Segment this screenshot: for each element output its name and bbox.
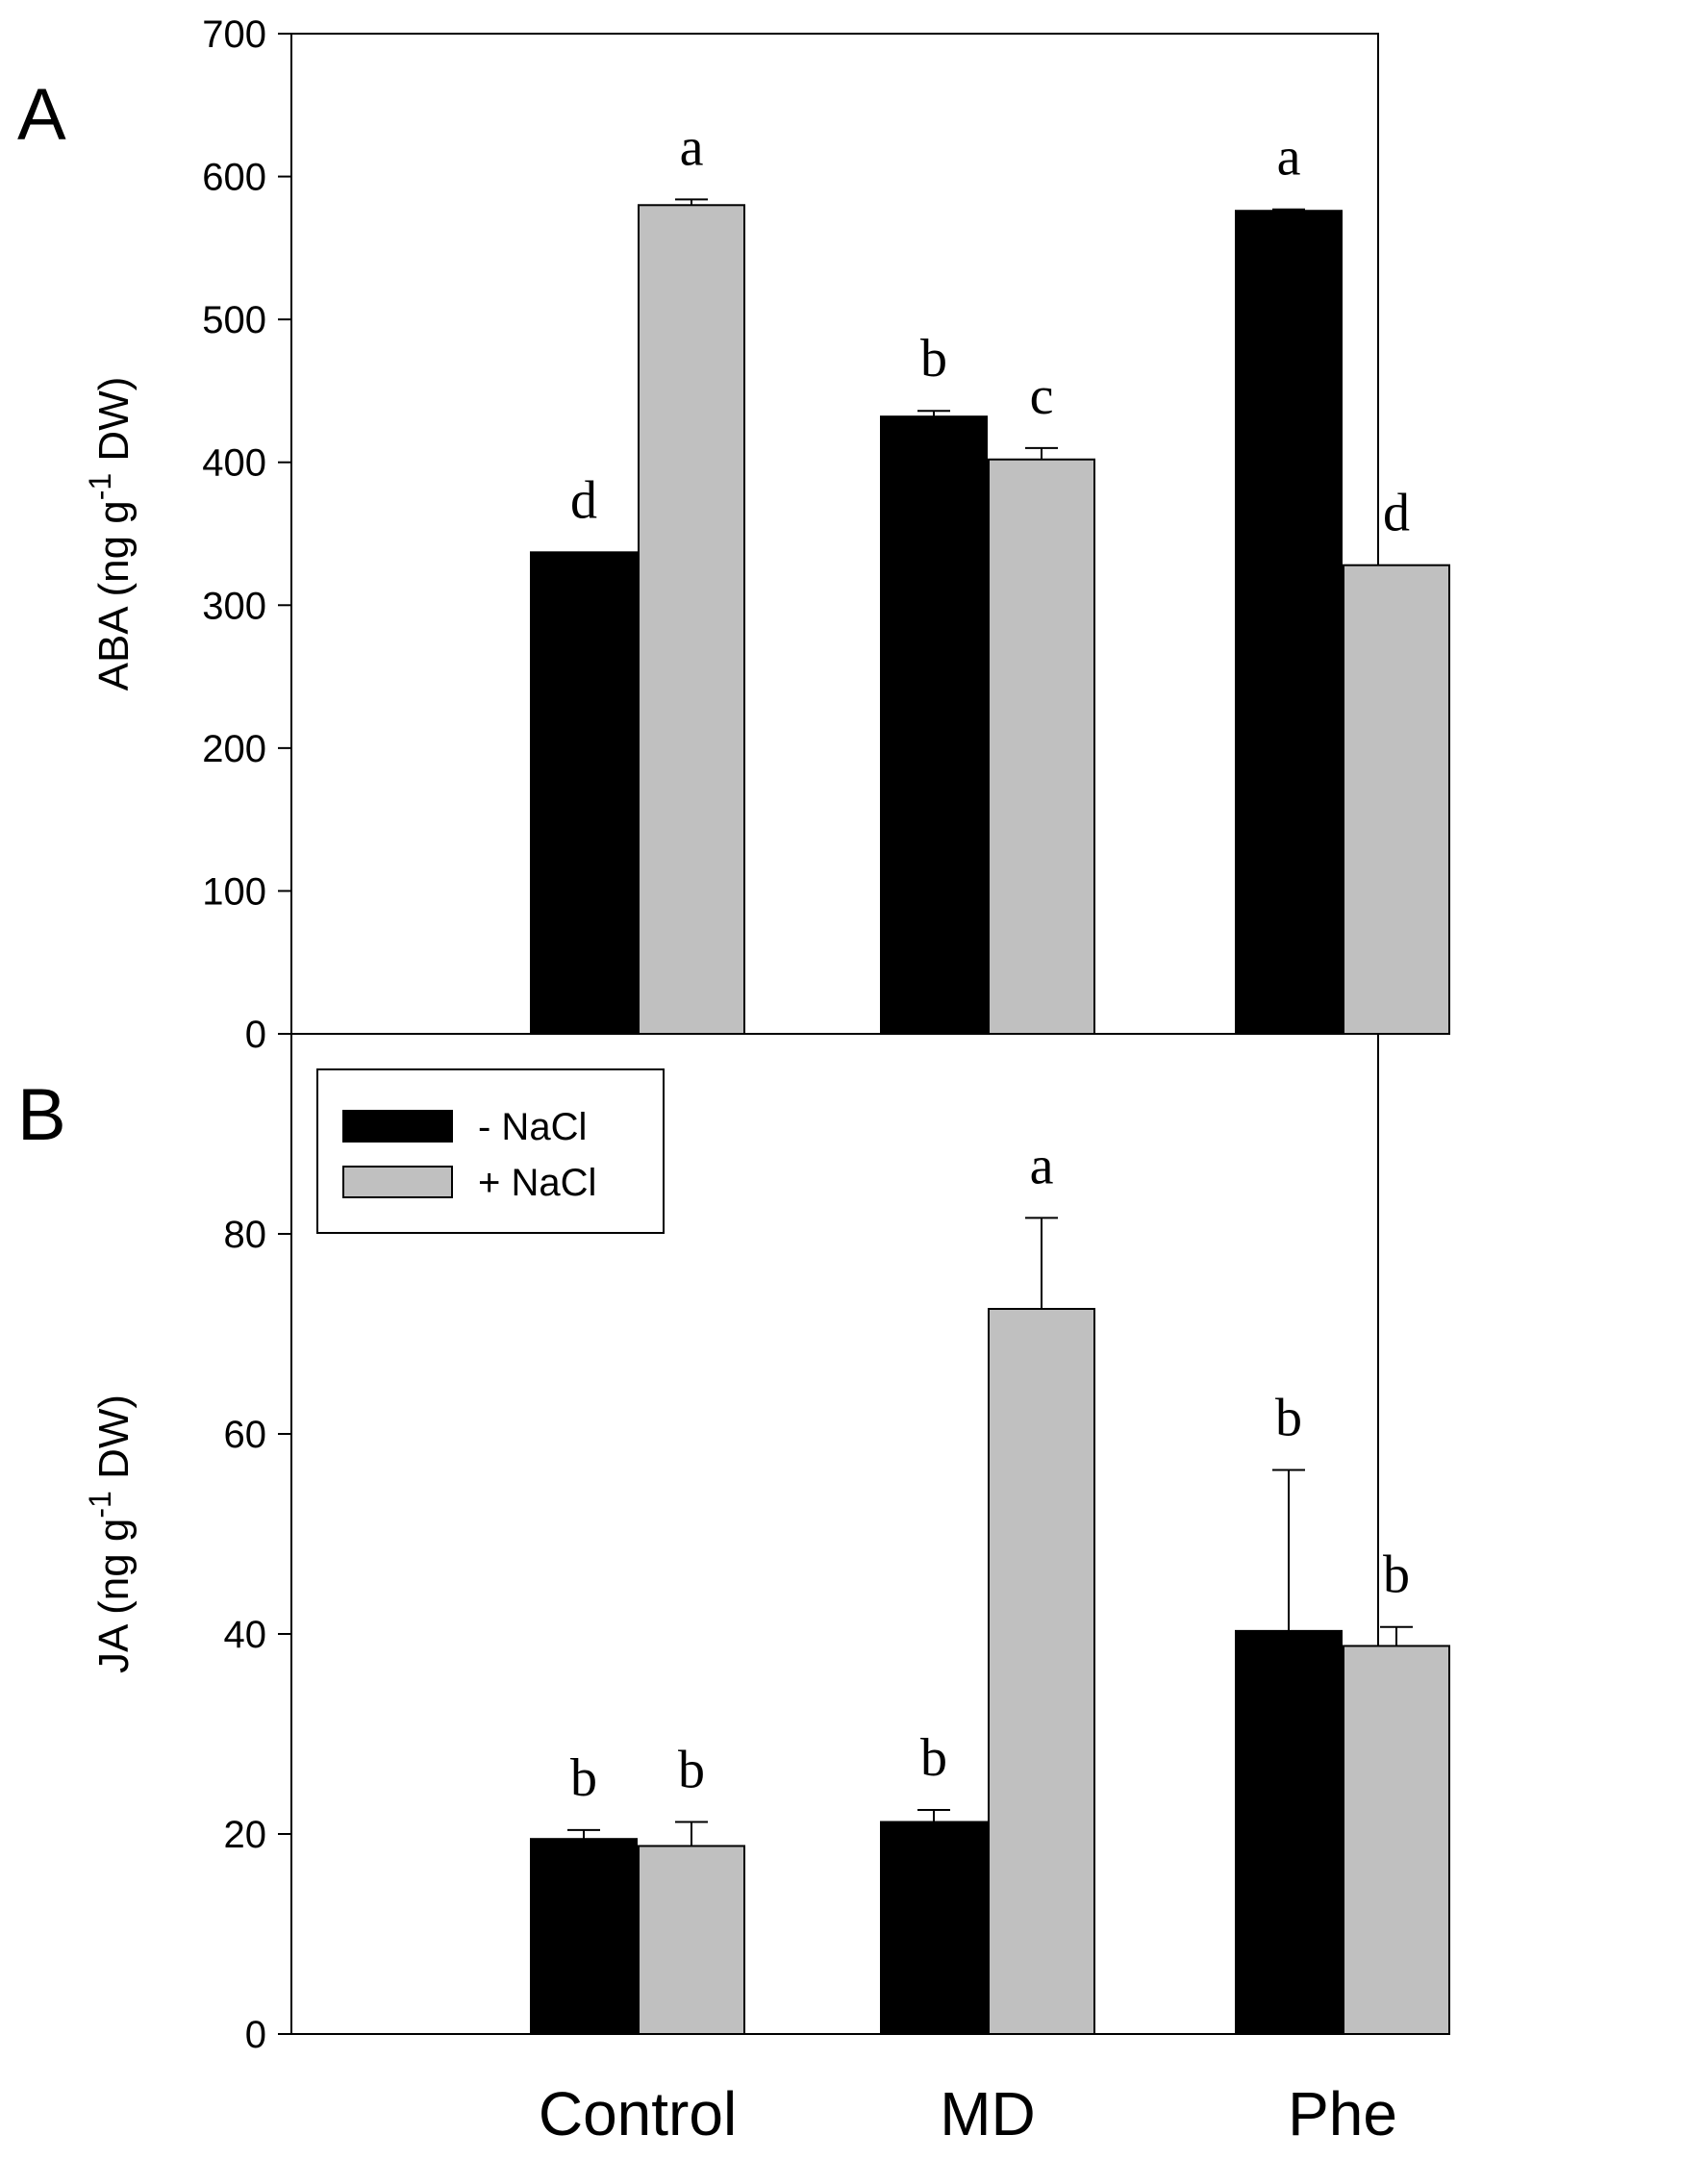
panel-a-significance-letter: d (570, 470, 597, 530)
panel-b-significance-letter: a (1030, 1136, 1054, 1195)
panel-b: 0 20 40 60 80 JA (ng g-1 DW) Bb b b b a b - NaCl + Na… (17, 1033, 1450, 2056)
panel-b-y-axis-label: JA (ng g-1 DW) (83, 1394, 138, 1673)
panel-a-y-axis-label-superscript: -1 (83, 473, 117, 500)
panel-b-significance-letter: b (1275, 1388, 1302, 1447)
panel-b-significance-letter: b (678, 1741, 705, 1800)
panel-a-y-tick-label: 300 (202, 585, 266, 627)
panel-b-bar-control-nacl (638, 1845, 745, 2035)
panel-b-bar-md-no-nacl (880, 1821, 988, 2036)
panel-b-y-tick-label: 80 (224, 1214, 267, 1256)
panel-a-significance-letter: b (920, 329, 947, 389)
panel-b-y-tick-label: 60 (224, 1414, 267, 1456)
panel-a-bar-control-nacl (638, 204, 745, 1036)
panel-b-plot-frame (290, 1033, 1379, 2035)
panel-a-y-tick-label: 100 (202, 870, 266, 913)
panel-a-bar-md-nacl (988, 458, 1095, 1035)
panel-a-y-tick-label: 0 (245, 1014, 266, 1056)
panel-b-y-tick-label: 0 (245, 2014, 266, 2056)
x-tick-label: Control (539, 2079, 737, 2148)
x-axis-category-labels: Control MD Phe (539, 2079, 1397, 2148)
panel-a-y-tick-label: 700 (202, 13, 266, 56)
panel-a-y-tick-label: 600 (202, 157, 266, 199)
panel-a-bar-phe-no-nacl (1235, 210, 1343, 1035)
panel-a-y-axis-label-main: ABA (ng g (90, 500, 138, 691)
panel-b-y-axis-label-superscript: -1 (83, 1491, 117, 1518)
panel-b-y-axis-label-unit: DW) (90, 1394, 138, 1491)
panel-b-bar-md-nacl (988, 1308, 1095, 2035)
panel-b-y-tick-label: 20 (224, 1814, 267, 1856)
panel-b-significance-letter: b (570, 1748, 597, 1808)
panel-a-label: A (17, 74, 66, 156)
panel-b-y-tick-label: 40 (224, 1614, 267, 1656)
panel-b-significance-letter: b (920, 1728, 947, 1788)
panel-a-y-tick-label: 500 (202, 299, 266, 341)
panel-a-y-axis-label-unit: DW) (90, 377, 138, 473)
panel-a-bar-control-no-nacl (530, 551, 638, 1035)
x-tick-label: Phe (1288, 2079, 1397, 2148)
panel-a: 0 100 200 300 400 500 600 700 ABA (ng g-1 DW) Ad b… (17, 13, 1450, 1056)
panel-a-y-tick-label: 400 (202, 442, 266, 485)
legend-entry-label: + NaCl (478, 1162, 596, 1204)
x-tick-label: MD (940, 2079, 1036, 2148)
legend-swatch (342, 1110, 453, 1143)
panel-b-y-axis-label-main: JA (ng g (90, 1519, 138, 1673)
legend-entry-label: - NaCl (478, 1106, 587, 1148)
panel-b-legend: - NaCl + NaCl (316, 1068, 665, 1234)
legend-box (316, 1068, 665, 1234)
panel-b-bar-control-no-nacl (530, 1838, 638, 2035)
panel-a-significance-letter: a (680, 117, 704, 177)
panel-a-significance-letter: d (1383, 484, 1410, 543)
panel-a-significance-letter: a (1277, 128, 1301, 188)
panel-a-y-axis-label: ABA (ng g-1 DW) (83, 377, 138, 691)
panel-b-significance-letter: b (1383, 1545, 1410, 1605)
panel-a-bar-phe-nacl (1343, 564, 1450, 1036)
panel-b-label: B (17, 1074, 66, 1156)
panel-a-bar-md-no-nacl (880, 415, 988, 1035)
panel-b-bar-phe-no-nacl (1235, 1629, 1343, 2035)
panel-a-significance-letter: c (1030, 366, 1054, 426)
legend-swatch (342, 1166, 453, 1198)
panel-a-y-tick-label: 200 (202, 728, 266, 770)
panel-b-bar-phe-nacl (1343, 1645, 1450, 2035)
